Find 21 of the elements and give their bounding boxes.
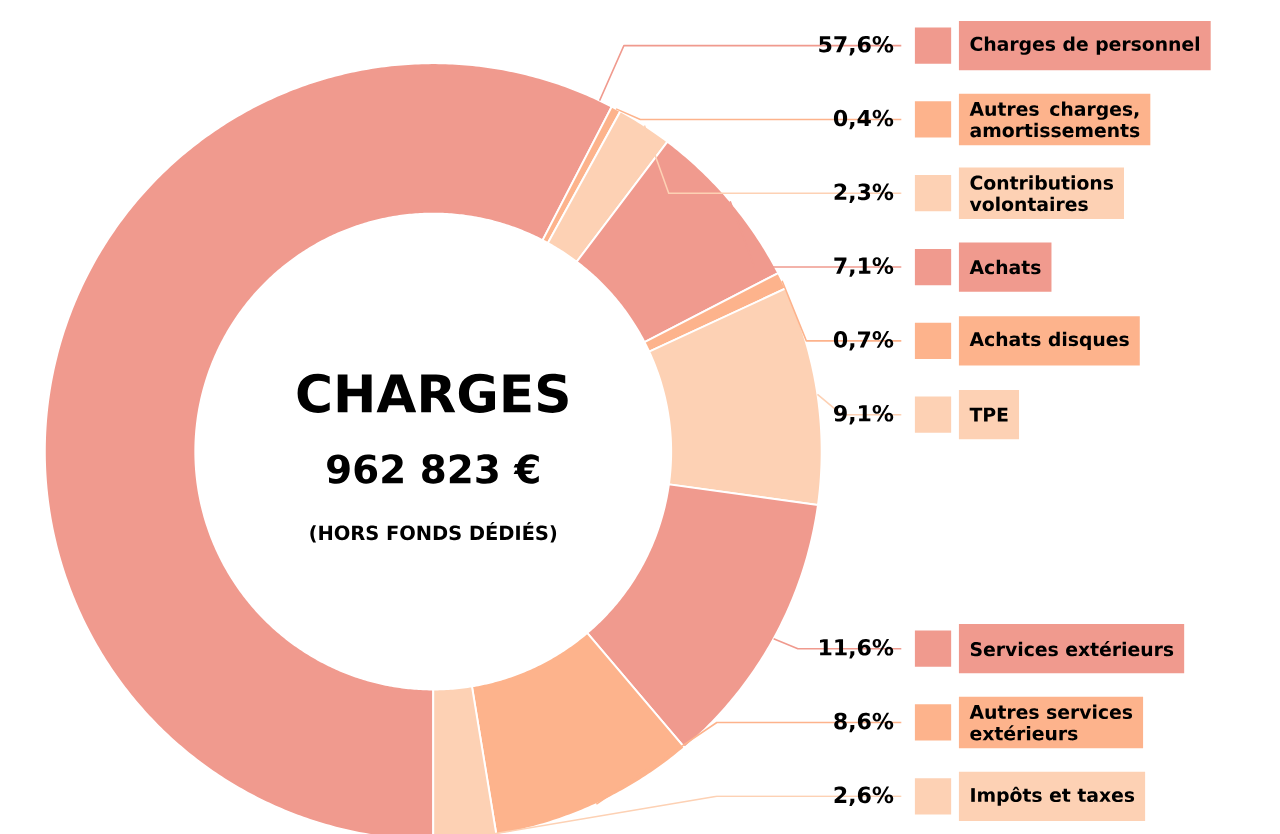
data-label: 7,1%: [834, 257, 894, 277]
text: (HORS FONDS DÉDIÉS): [310, 521, 557, 543]
legend-label: Contributions volontaires: [969, 175, 1114, 212]
data-label: 11,6%: [820, 638, 894, 659]
data-label: 9,1%: [834, 404, 894, 425]
legend-label: Autres charges, amortissements: [969, 101, 1140, 138]
text: CHARGES: [297, 373, 568, 413]
data-label: 0,4%: [833, 109, 894, 130]
data-label: 8,6%: [834, 712, 894, 733]
legend-label: Services extérieurs: [970, 640, 1174, 657]
legend-label: TPE: [969, 407, 1008, 422]
legend-label: Autres services extérieurs: [969, 704, 1133, 741]
text: 962 823 €: [327, 454, 539, 484]
data-label: 2,6%: [834, 786, 894, 806]
data-label: 2,3%: [834, 183, 894, 203]
legend-label: Achats disques: [969, 331, 1129, 350]
legend-label: Charges de personnel: [970, 36, 1199, 55]
legend-label: Achats: [969, 259, 1041, 275]
legend-label: Impôts et taxes: [971, 786, 1135, 806]
data-label: 0,7%: [833, 331, 894, 351]
data-label: 57,6%: [819, 35, 894, 56]
